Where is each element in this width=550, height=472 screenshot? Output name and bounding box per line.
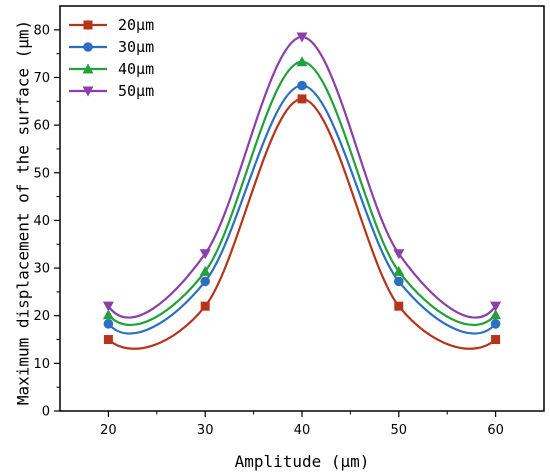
legend: 20μm 30μm 40μm 50μm — [69, 16, 154, 100]
data-point-2-2 — [296, 56, 308, 67]
data-point-3-1 — [199, 249, 211, 260]
axes: 20 30 40 50 60 0 10 20 30 40 50 60 70 80 — [33, 5, 545, 438]
y-tick-label-30: 30 — [33, 262, 50, 277]
series-3 — [102, 32, 502, 319]
legend-marker-1 — [83, 42, 93, 52]
legend-marker-3 — [82, 86, 94, 97]
legend-entry-2: 40μm — [69, 60, 154, 78]
y-axis-title: Maximum displacement of the surface (μm) — [14, 20, 33, 405]
x-tick-label-50: 50 — [391, 423, 408, 438]
data-point-2-0 — [102, 309, 114, 320]
legend-marker-0 — [83, 20, 93, 30]
x-axis-title: Amplitude (μm) — [235, 452, 370, 471]
y-tick-label-20: 20 — [33, 309, 50, 324]
y-tick-label-80: 80 — [33, 23, 50, 38]
data-point-3-0 — [102, 301, 114, 312]
y-tick-label-70: 70 — [33, 71, 50, 86]
data-point-0-0 — [103, 335, 113, 345]
data-point-3-2 — [296, 32, 308, 43]
legend-label-3: 50μm — [118, 82, 154, 100]
series-line-1 — [107, 84, 497, 335]
legend-label-1: 30μm — [118, 38, 154, 56]
y-tick-label-0: 0 — [42, 405, 50, 420]
data-point-1-3 — [394, 276, 404, 287]
series-0 — [103, 94, 501, 350]
data-point-0-2 — [297, 94, 307, 104]
data-point-3-4 — [490, 301, 502, 312]
plot-area — [102, 32, 502, 350]
data-point-3-3 — [393, 249, 405, 260]
data-point-1-4 — [490, 319, 501, 329]
legend-marker-2 — [82, 63, 94, 74]
x-tick-label-30: 30 — [197, 423, 214, 438]
legend-entry-1: 30μm — [69, 38, 154, 56]
y-tick-label-10: 10 — [33, 357, 50, 372]
data-point-0-4 — [491, 335, 501, 345]
data-point-1-0 — [103, 319, 114, 329]
data-point-0-3 — [394, 301, 404, 311]
legend-label-2: 40μm — [118, 60, 154, 78]
series-2 — [102, 56, 502, 326]
data-point-0-1 — [200, 301, 210, 311]
x-tick-label-20: 20 — [100, 423, 117, 438]
data-point-2-4 — [490, 309, 502, 320]
legend-entry-0: 20μm — [69, 16, 154, 34]
legend-entry-3: 50μm — [69, 82, 154, 100]
data-point-1-1 — [200, 276, 210, 287]
data-point-2-1 — [199, 265, 211, 276]
series-1 — [103, 80, 501, 335]
y-tick-label-50: 50 — [33, 166, 50, 181]
x-tick-label-60: 60 — [487, 423, 504, 438]
x-tick-label-40: 40 — [294, 423, 311, 438]
data-point-1-2 — [297, 80, 307, 91]
data-point-2-3 — [393, 265, 405, 276]
y-tick-label-40: 40 — [33, 214, 50, 229]
series-line-3 — [107, 35, 497, 319]
y-tick-label-60: 60 — [33, 119, 50, 134]
legend-label-0: 20μm — [118, 16, 154, 34]
